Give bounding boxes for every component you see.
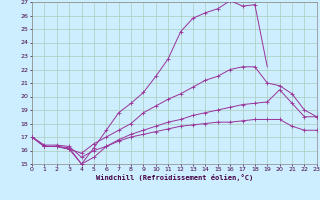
X-axis label: Windchill (Refroidissement éolien,°C): Windchill (Refroidissement éolien,°C): [96, 174, 253, 181]
